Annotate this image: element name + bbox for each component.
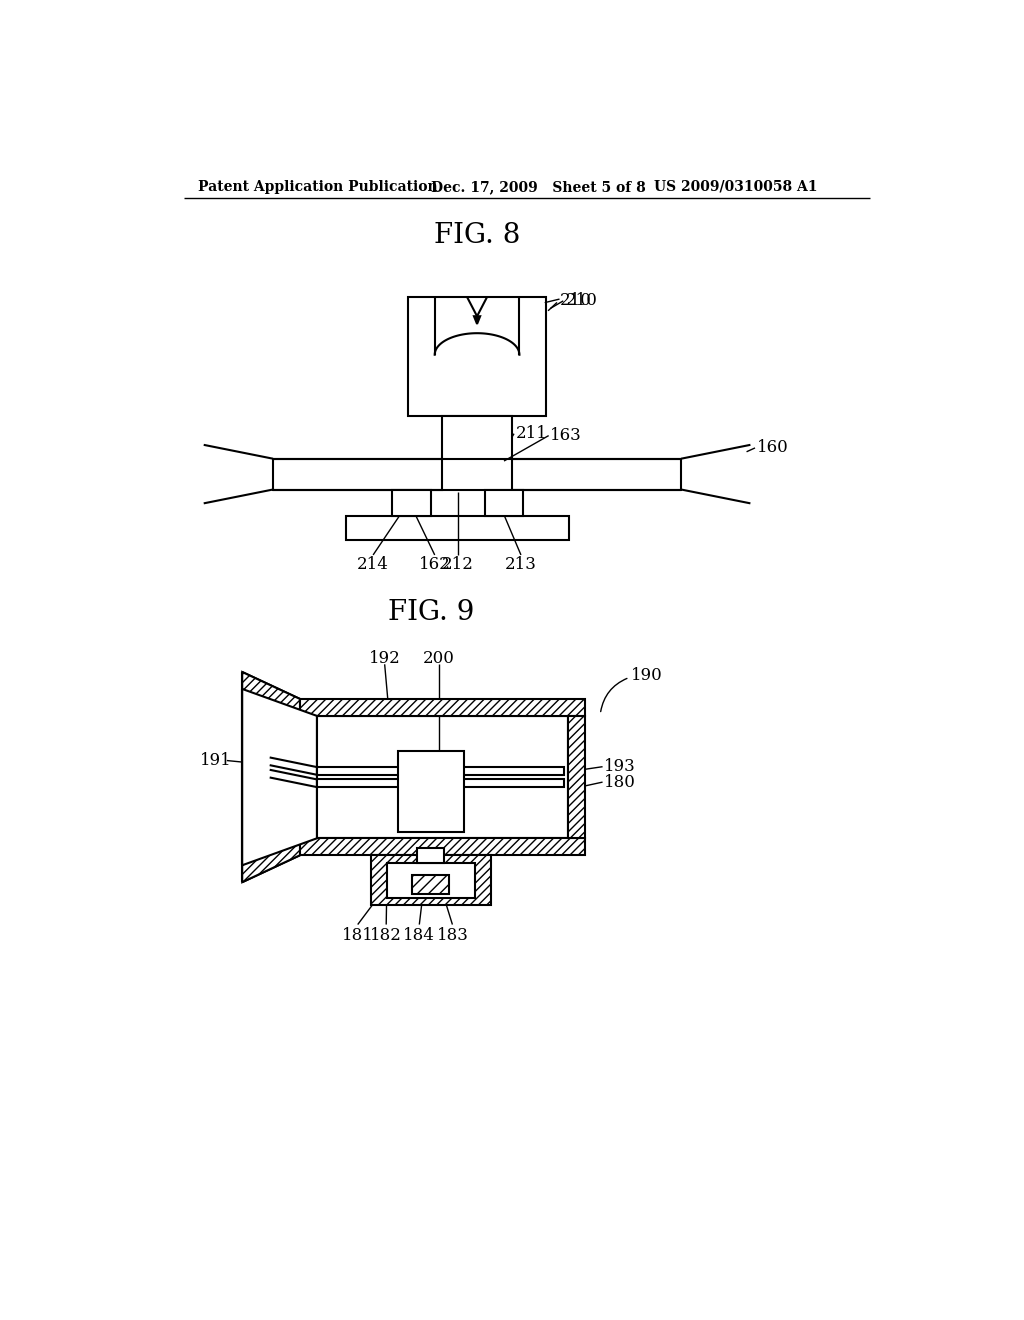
Text: 211: 211: [515, 425, 548, 442]
Text: 184: 184: [403, 927, 435, 944]
Text: 210: 210: [560, 292, 592, 309]
Bar: [484, 490, 523, 516]
Text: Dec. 17, 2009   Sheet 5 of 8: Dec. 17, 2009 Sheet 5 of 8: [431, 180, 645, 194]
Bar: [408, 297, 547, 416]
Text: 213: 213: [505, 557, 537, 573]
Bar: [418, 847, 444, 863]
Polygon shape: [243, 672, 300, 882]
Polygon shape: [243, 689, 316, 866]
Text: 212: 212: [442, 557, 474, 573]
Text: Patent Application Publication: Patent Application Publication: [199, 180, 438, 194]
Bar: [300, 838, 585, 855]
Text: FIG. 9: FIG. 9: [388, 599, 474, 626]
Text: 192: 192: [369, 651, 400, 668]
Text: 191: 191: [200, 752, 231, 770]
Text: 214: 214: [357, 557, 389, 573]
Bar: [413, 875, 450, 894]
Bar: [316, 715, 568, 838]
Bar: [392, 490, 431, 516]
Bar: [387, 863, 475, 898]
Text: 181: 181: [342, 927, 374, 944]
Text: US 2009/0310058 A1: US 2009/0310058 A1: [654, 180, 817, 194]
Text: 200: 200: [423, 651, 455, 668]
Text: 210: 210: [565, 292, 597, 309]
Text: 163: 163: [550, 428, 582, 444]
Text: 183: 183: [436, 927, 468, 944]
Bar: [371, 855, 490, 906]
Bar: [568, 715, 585, 838]
Bar: [398, 751, 464, 832]
Text: 190: 190: [631, 668, 663, 684]
Text: 180: 180: [604, 774, 636, 791]
Bar: [273, 459, 442, 490]
Bar: [442, 416, 512, 459]
Text: 193: 193: [604, 758, 636, 775]
Bar: [346, 516, 569, 540]
Text: FIG. 8: FIG. 8: [434, 222, 520, 249]
Bar: [512, 459, 681, 490]
Bar: [316, 767, 564, 775]
Bar: [316, 779, 564, 787]
Text: 182: 182: [371, 927, 402, 944]
Bar: [300, 700, 585, 715]
Polygon shape: [474, 317, 480, 323]
Text: 162: 162: [419, 557, 451, 573]
Text: 160: 160: [757, 440, 788, 457]
